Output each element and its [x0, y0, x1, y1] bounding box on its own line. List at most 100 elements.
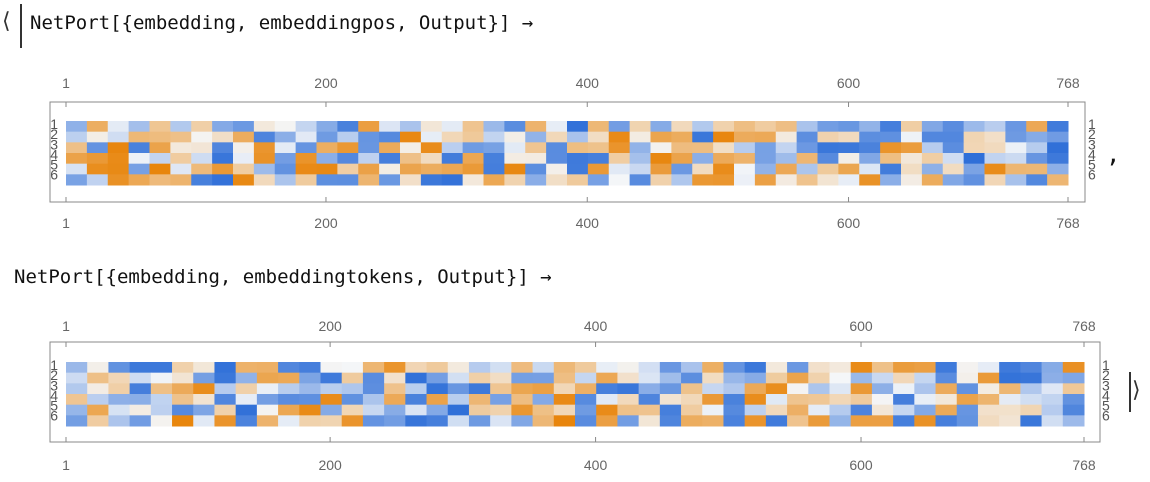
plot1-cell	[1005, 121, 1027, 133]
plot1-cell	[337, 163, 359, 175]
plot2-cell	[214, 383, 237, 395]
plot2-cell	[638, 362, 661, 374]
plot2-bottom-tick-label: 1	[62, 457, 70, 473]
plot1-row-label-right: 2	[1088, 126, 1096, 142]
plot1-cell	[170, 174, 192, 186]
plot2-cell	[468, 415, 491, 427]
plot1-cell	[629, 163, 652, 175]
plot2-cell	[1062, 415, 1085, 427]
plot1-cell	[734, 121, 756, 133]
plot2-cell	[278, 415, 300, 427]
plot1-cell	[629, 131, 652, 143]
plot2-cell	[702, 394, 724, 406]
plot2-cell	[320, 394, 343, 406]
plot2-bottom-tick-label: 600	[849, 457, 873, 473]
plot2-cell	[744, 394, 767, 406]
plot1-cell	[212, 174, 234, 186]
plot2-cell	[1041, 394, 1064, 406]
plot1-cell	[191, 121, 213, 133]
plot1-cell	[483, 142, 505, 154]
plot1-cell	[587, 121, 610, 133]
plot1-cell	[546, 163, 568, 175]
plot1-cell	[170, 163, 192, 175]
plot2-cell	[659, 383, 682, 395]
plot2-cell	[596, 404, 618, 416]
plot1-top-tick-label: 768	[1056, 75, 1080, 91]
plot1-cell	[692, 174, 714, 186]
plot2-cell	[320, 362, 343, 374]
plot2-cell	[553, 415, 576, 427]
plot2-cell	[935, 394, 958, 406]
plot1-cell	[274, 142, 297, 154]
plot1-cell	[734, 163, 756, 175]
plot1-cell	[233, 153, 255, 165]
plot1-cell	[128, 142, 151, 154]
plot1-cell	[149, 121, 171, 133]
plot1-cell	[86, 121, 109, 133]
plot1-cell	[107, 163, 130, 175]
plot2-cell	[384, 362, 406, 374]
plot2-cell	[617, 404, 640, 416]
plot1-cell	[504, 163, 526, 175]
plot1-cell	[212, 121, 234, 133]
plot1-bottom-tick-label: 400	[576, 215, 600, 231]
plot1-cell	[274, 174, 297, 186]
plot2-cell	[935, 362, 958, 374]
plot2-cell	[617, 394, 640, 406]
plot1-cell	[379, 174, 401, 186]
plot2-cell	[744, 372, 767, 384]
plot2-cell	[871, 362, 894, 374]
plot2-cell	[702, 383, 724, 395]
plot2-cell	[999, 362, 1021, 374]
plot1-row-label-left: 1	[50, 116, 58, 132]
plot2-cell	[426, 362, 449, 374]
plot1-cell	[128, 163, 151, 175]
plot1-cell	[608, 163, 631, 175]
plot1-cell	[880, 174, 902, 186]
plot1-cell	[963, 131, 986, 143]
plot1-cell	[253, 131, 276, 143]
plot2-cell	[850, 394, 873, 406]
plot2-cell	[320, 404, 343, 416]
plot2-cell	[341, 415, 364, 427]
plot2-cell	[405, 415, 428, 427]
plot1-cell	[212, 131, 234, 143]
plot2-cell	[575, 372, 597, 384]
plot1-cell	[567, 153, 589, 165]
plot1-cell	[149, 153, 171, 165]
plot1-cell	[650, 153, 672, 165]
separator-comma: ,	[1106, 140, 1121, 168]
plot2-cell	[977, 383, 1000, 395]
plot1-cell	[107, 142, 130, 154]
plot1-row-label-left: 3	[50, 136, 58, 152]
plot2-cell	[999, 372, 1021, 384]
plot2-cell	[659, 372, 682, 384]
plot2-cell	[638, 415, 661, 427]
plot1-frame	[49, 101, 1086, 203]
plot1-cell	[817, 153, 839, 165]
plot1-cell	[420, 131, 443, 143]
plot1-cell	[1005, 174, 1027, 186]
plot1-cell	[66, 174, 88, 186]
plot1-cell	[1005, 153, 1027, 165]
plot1-cell	[441, 121, 464, 133]
plot2-cell	[1041, 372, 1064, 384]
plot2-row-label-right: 6	[1102, 408, 1110, 424]
plot2-cell	[384, 404, 406, 416]
plot2-cell	[468, 362, 491, 374]
plot2-cell	[532, 383, 555, 395]
plot1-cell	[462, 142, 485, 154]
plot1-cell	[400, 153, 422, 165]
plot2-cell	[235, 362, 258, 374]
plot2-cell	[765, 404, 788, 416]
plot2-cell	[426, 394, 449, 406]
plot2-cell	[1041, 362, 1064, 374]
plot1-cell	[754, 153, 777, 165]
plot2-cell	[787, 372, 809, 384]
plot1-cell	[233, 131, 255, 143]
plot1-cell	[128, 153, 151, 165]
plot1-cell	[295, 163, 318, 175]
plot1-cell	[734, 142, 756, 154]
plot2-cell	[638, 394, 661, 406]
plot2-cell	[256, 415, 279, 427]
